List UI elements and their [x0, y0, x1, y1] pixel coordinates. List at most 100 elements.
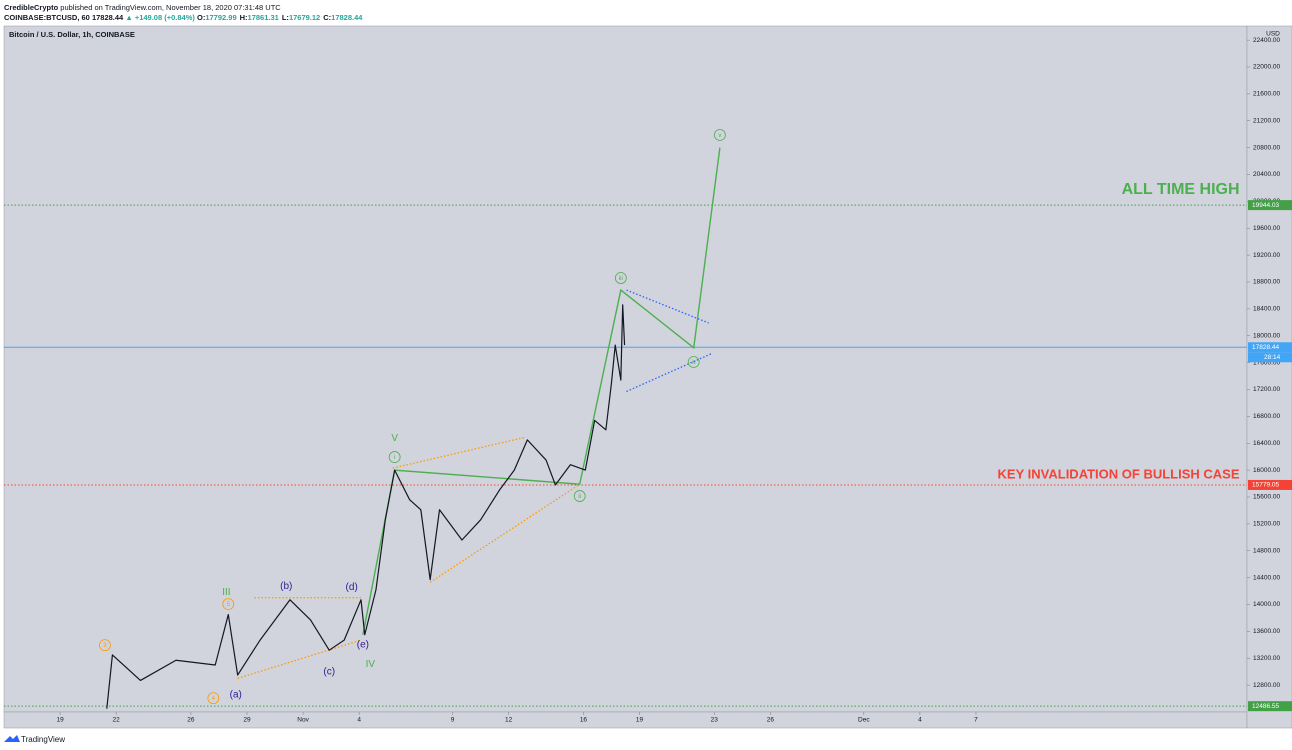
wave-circle	[713, 129, 726, 141]
wave-label: (e)	[357, 639, 369, 650]
wave-label: 3	[103, 643, 107, 649]
grid	[59, 39, 1250, 715]
wave-label: IV	[366, 659, 376, 670]
price-level-tag	[1248, 701, 1292, 712]
trend-drawing	[626, 352, 713, 393]
change: ▲ +149.08 (+0.84%)	[125, 13, 195, 22]
quote-line: COINBASE:BTCUSD, 60 17828.44 ▲ +149.08 (…	[4, 13, 365, 22]
wave-circle	[99, 639, 111, 652]
x-tick-label: 23	[711, 717, 719, 724]
y-tick-label: 13600.00	[1253, 628, 1280, 635]
y-tick-label: 15600.00	[1253, 494, 1280, 501]
annotation: KEY INVALIDATION OF BULLISH CASE	[998, 467, 1240, 482]
wave-label: V	[391, 433, 398, 444]
ohlc-key: L:	[281, 13, 289, 22]
x-tick-label: Dec	[858, 717, 870, 724]
y-tick-label: 18000.00	[1253, 332, 1280, 339]
header-line: CredibleCrypto published on TradingView.…	[4, 3, 281, 12]
wave-label: (c)	[323, 666, 335, 677]
ohlc-value: 17679.12	[288, 13, 321, 22]
wave-label: ii	[578, 494, 581, 500]
trend-drawing	[429, 483, 581, 583]
wave-label: 5	[227, 602, 231, 608]
x-tick-label: 7	[974, 717, 978, 724]
wave-circle	[207, 692, 220, 705]
wave-circle	[687, 356, 700, 368]
wave-label: (d)	[346, 582, 358, 593]
y-tick-label: 14000.00	[1253, 601, 1280, 608]
y-tick-label: 20400.00	[1253, 171, 1280, 178]
y-tick-label: 14400.00	[1253, 574, 1280, 581]
y-tick-label: 21600.00	[1253, 91, 1280, 98]
symbol: COINBASE:BTCUSD, 60	[4, 13, 90, 22]
wave-label: 4	[212, 696, 216, 702]
x-tick-label: 29	[243, 717, 251, 724]
y-tick-label: 20000.00	[1253, 198, 1280, 205]
annotation: ALL TIME HIGH	[1122, 181, 1240, 198]
y-tick-label: 18400.00	[1253, 306, 1280, 313]
y-tick-label: 21200.00	[1253, 117, 1280, 124]
price-line	[106, 304, 626, 709]
y-tick-label: 14800.00	[1253, 547, 1280, 554]
wave-circle	[573, 490, 586, 502]
wave-label: i	[394, 455, 395, 461]
wave-label: III	[222, 587, 230, 598]
trend-drawing	[392, 436, 526, 469]
price-level-label: 15779.05	[1252, 482, 1279, 489]
plot-area	[3, 25, 1248, 713]
y-tick-label: 22000.00	[1253, 64, 1280, 71]
ohlc-value: 17792.99	[205, 13, 237, 22]
wave-label: (a)	[230, 689, 242, 700]
wave-circle	[222, 598, 235, 610]
wave-circle	[614, 272, 627, 284]
countdown: 28:14	[1264, 354, 1281, 361]
y-tick-label: 20800.00	[1253, 144, 1280, 151]
y-tick-label: 13200.00	[1253, 655, 1280, 662]
ohlc-value: 17828.44	[331, 13, 363, 22]
price-level-label: 17828.44	[1252, 344, 1279, 351]
trend-drawing	[237, 639, 362, 680]
x-tick-label: 4	[357, 717, 361, 724]
y-tick-label: 17600.00	[1253, 359, 1280, 366]
y-tick-label: 16000.00	[1253, 467, 1280, 474]
ohlc-value: 17861.31	[247, 13, 279, 22]
trend-drawing	[362, 147, 721, 635]
y-tick-label: 19200.00	[1253, 252, 1280, 259]
ohlc-key: C:	[323, 13, 332, 22]
ohlc-key: O:	[196, 13, 206, 22]
x-tick-label: Nov	[297, 717, 309, 724]
countdown-tag	[1248, 352, 1292, 363]
x-tick-label: 19	[56, 717, 64, 724]
x-tick-label: 26	[187, 717, 195, 724]
price-level-tag	[1248, 200, 1292, 211]
trend-drawing	[626, 289, 709, 324]
x-axis-strip	[3, 711, 1248, 729]
y-tick-label: 22400.00	[1253, 37, 1280, 44]
x-tick-label: 16	[580, 717, 588, 724]
y-tick-label: 17200.00	[1253, 386, 1280, 393]
wave-circle	[388, 451, 401, 463]
last: 17828.44	[91, 13, 124, 22]
brand: TradingView	[21, 735, 65, 744]
wave-label: iii	[619, 276, 623, 282]
x-tick-label: 26	[767, 717, 775, 724]
x-tick-label: 4	[918, 717, 922, 724]
wave-label: v	[718, 133, 721, 139]
published: published on TradingView.com, November 1…	[60, 3, 281, 12]
y-tick-label: 15200.00	[1253, 521, 1280, 528]
price-level-label: 19944.03	[1252, 202, 1279, 209]
wave-label: (b)	[280, 581, 292, 592]
x-tick-label: 19	[636, 717, 644, 724]
y-axis-label: USD	[1266, 31, 1280, 38]
x-tick-label: 9	[451, 717, 455, 724]
publisher: CredibleCrypto	[4, 3, 59, 12]
price-level-label: 12486.55	[1252, 703, 1279, 710]
y-tick-label: 19600.00	[1253, 225, 1280, 232]
chart-title: Bitcoin / U.S. Dollar, 1h, COINBASE	[9, 30, 135, 39]
tv-logo	[4, 735, 20, 742]
price-level-tag	[1248, 479, 1292, 490]
wave-label: iv	[692, 360, 696, 366]
y-tick-label: 16800.00	[1253, 413, 1280, 420]
